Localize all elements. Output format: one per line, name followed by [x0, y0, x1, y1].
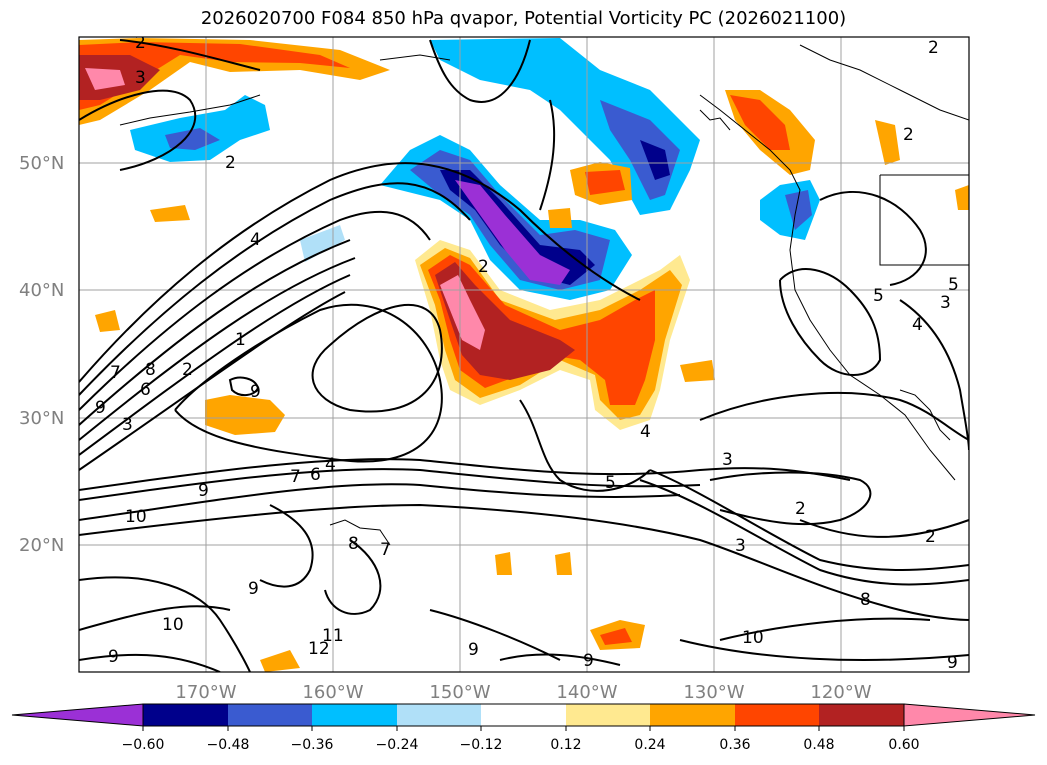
contour-label: 4	[640, 422, 651, 442]
lon-label-140w: 140°W	[556, 682, 617, 703]
contour-label: 8	[860, 590, 871, 610]
contour-label: 9	[468, 640, 479, 660]
colorbar-segment	[312, 704, 397, 726]
contour-label: 5	[605, 473, 616, 493]
colorbar-segment	[228, 704, 312, 726]
contour-label: 12	[308, 639, 330, 659]
lon-label-160w: 160°W	[302, 682, 363, 703]
contour-label: 2	[225, 153, 236, 173]
contour-label: 6	[310, 465, 321, 485]
colorbar-tick-label: 0.60	[888, 737, 919, 753]
contour-label: 10	[125, 507, 147, 527]
contour-label: 9	[248, 579, 259, 599]
colorbar-frame	[142, 703, 905, 727]
contour-label: 3	[722, 450, 733, 470]
contour-label: 3	[940, 293, 951, 313]
contour-label: 2	[925, 527, 936, 547]
contour-label: 4	[250, 230, 261, 250]
contour-label-group: 2 3 2 4 1 8 7 6 9 3 2 6 7 4 9 10 8 9 10 …	[95, 33, 959, 673]
contour-label: 9	[250, 382, 261, 402]
contour-label: 10	[162, 615, 184, 635]
map-border	[78, 36, 970, 673]
coastlines	[119, 44, 969, 546]
colorbar: −0.60 −0.48 −0.36 −0.24 −0.12 0.12 0.24 …	[11, 703, 1036, 753]
lat-label-50n: 50°N	[19, 153, 64, 174]
contour-label: 3	[735, 536, 746, 556]
contour-label: 2	[182, 360, 193, 380]
lat-label-40n: 40°N	[19, 280, 64, 301]
lon-label-170w: 170°W	[175, 682, 236, 703]
lon-label-150w: 150°W	[429, 682, 490, 703]
contour-label: 5	[948, 275, 959, 295]
contour-label: 3	[122, 415, 133, 435]
contour-label: 1	[235, 330, 246, 350]
colorbar-tick-label: −0.24	[376, 737, 419, 753]
contour-label: 2	[903, 125, 914, 145]
contour-label: 8	[348, 534, 359, 554]
lat-label-20n: 20°N	[19, 535, 64, 556]
lat-label-30n: 30°N	[19, 408, 64, 429]
colorbar-tick-label: −0.36	[291, 737, 334, 753]
lon-label-120w: 120°W	[810, 682, 871, 703]
contour-label: 3	[135, 68, 146, 88]
colorbar-tick-label: −0.48	[207, 737, 250, 753]
contour-label: 9	[198, 481, 209, 501]
contour-label: 7	[110, 363, 121, 383]
contour-label: 9	[947, 653, 958, 673]
contour-label: 2	[478, 257, 489, 277]
contour-label: 9	[95, 398, 106, 418]
colorbar-segment	[819, 704, 904, 726]
colorbar-tick-label: −0.12	[460, 737, 503, 753]
contour-label: 8	[145, 360, 156, 380]
colorbar-extend-left	[11, 703, 144, 727]
colorbar-segment	[481, 704, 566, 726]
colorbar-tick-label: 0.36	[719, 737, 750, 753]
contour-label: 2	[928, 38, 939, 58]
colorbar-tick-label: 0.48	[803, 737, 834, 753]
colorbar-tick-label: −0.60	[122, 737, 165, 753]
colorbar-tick-label: 0.24	[634, 737, 665, 753]
contour-lines	[79, 39, 969, 672]
colorbar-extend-right	[903, 703, 1036, 727]
colorbar-segment	[566, 704, 650, 726]
contour-label: 5	[873, 286, 884, 306]
lon-label-130w: 130°W	[683, 682, 744, 703]
contour-label: 11	[322, 626, 344, 646]
contour-label: 9	[583, 651, 594, 671]
colorbar-tick-label: 0.12	[550, 737, 581, 753]
map-title: 2026020700 F084 850 hPa qvapor, Potentia…	[200, 8, 847, 29]
contour-label: 2	[135, 33, 146, 53]
contour-label: 9	[108, 647, 119, 667]
contour-label: 4	[325, 455, 336, 475]
colorbar-segment	[397, 704, 481, 726]
contour-label: 7	[380, 540, 391, 560]
colorbar-segment	[650, 704, 735, 726]
contour-label: 10	[742, 628, 764, 648]
contour-label: 2	[795, 499, 806, 519]
contour-label: 7	[290, 467, 301, 487]
colorbar-segment	[735, 704, 819, 726]
colorbar-segment	[143, 704, 228, 726]
map-gridlines	[79, 37, 969, 672]
contour-label: 4	[912, 315, 923, 335]
contour-label: 6	[140, 380, 151, 400]
